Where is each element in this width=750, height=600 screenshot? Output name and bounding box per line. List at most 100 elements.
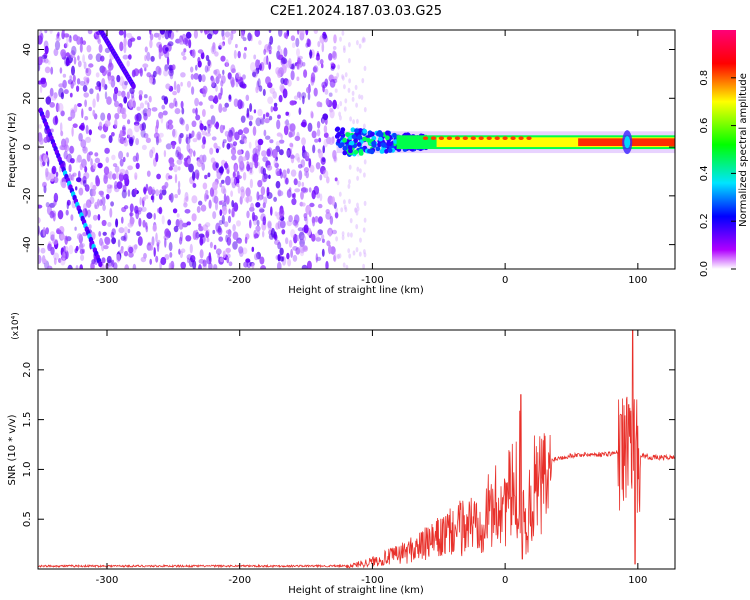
noise-speckle (204, 222, 211, 228)
noise-speckle (279, 208, 285, 218)
noise-speckle (334, 177, 338, 182)
carrier-cluster (350, 127, 356, 133)
noise-speckle (273, 158, 278, 168)
fade-speckle (356, 202, 359, 208)
noise-speckle (110, 231, 115, 239)
noise-speckle (329, 109, 335, 119)
noise-speckle (297, 156, 301, 163)
noise-speckle (100, 112, 106, 121)
noise-speckle (42, 226, 46, 237)
noise-speckle (217, 253, 221, 259)
fade-speckle (342, 262, 346, 268)
noise-speckle (305, 42, 309, 48)
noise-speckle (145, 183, 149, 192)
noise-speckle (319, 193, 323, 202)
noise-speckle (152, 70, 157, 78)
noise-speckle (240, 31, 245, 39)
noise-speckle (149, 30, 152, 35)
noise-speckle (332, 78, 338, 84)
noise-speckle (104, 237, 111, 245)
noise-speckle (298, 107, 302, 115)
carrier-spot (494, 136, 500, 140)
noise-speckle (112, 163, 118, 168)
noise-speckle (237, 50, 241, 59)
snr-y-label: SNR (10 * v/v) (7, 414, 18, 485)
noise-speckle (298, 92, 302, 101)
noise-speckle (57, 31, 60, 37)
noise-speckle (147, 186, 153, 196)
noise-speckle (55, 37, 61, 42)
noise-speckle (237, 185, 241, 194)
noise-speckle (84, 116, 89, 121)
noise-speckle (180, 119, 185, 126)
noise-speckle (262, 113, 266, 120)
noise-speckle (304, 171, 307, 176)
noise-speckle (198, 74, 203, 83)
noise-speckle (254, 30, 261, 38)
noise-speckle (76, 177, 82, 183)
fade-speckle (342, 45, 346, 51)
noise-speckle (294, 221, 299, 228)
noise-speckle (95, 53, 102, 62)
figure-title: C2E1.2024.187.03.03.G25 (270, 4, 442, 19)
noise-speckle (123, 37, 127, 47)
noise-speckle (159, 189, 163, 195)
noise-speckle (134, 172, 138, 180)
noise-speckle (192, 138, 198, 143)
fade-speckle (361, 78, 365, 84)
noise-speckle (122, 54, 129, 60)
fade-speckle (363, 107, 367, 113)
noise-speckle (299, 243, 305, 254)
noise-speckle (111, 228, 116, 236)
noise-speckle (137, 69, 143, 74)
noise-speckle (196, 131, 202, 141)
noise-speckle (296, 48, 300, 57)
noise-speckle (49, 102, 55, 108)
noise-speckle (114, 165, 120, 173)
noise-speckle (230, 190, 234, 197)
noise-speckle (158, 193, 163, 200)
noise-speckle (134, 187, 138, 195)
noise-speckle (213, 95, 218, 104)
noise-speckle (300, 159, 306, 168)
noise-speckle (218, 200, 223, 206)
noise-speckle (41, 54, 48, 60)
noise-speckle (138, 93, 143, 101)
spectrogram-frame (37, 29, 676, 270)
noise-speckle (94, 152, 99, 157)
noise-speckle (123, 44, 127, 54)
noise-speckle (320, 116, 326, 124)
noise-speckle (100, 55, 105, 62)
noise-speckle (127, 165, 133, 171)
noise-speckle (205, 231, 209, 237)
noise-speckle (163, 69, 169, 77)
noise-speckle (178, 219, 184, 230)
y-tick-label: 1.5 (22, 412, 33, 428)
noise-speckle (193, 73, 199, 80)
snr-panel: -300 -200 -100 0 100 0.5 1.0 1.5 2.0 (x10⁴) Hei… (7, 312, 676, 596)
noise-speckle (128, 252, 134, 258)
noise-speckle (259, 256, 265, 265)
noise-speckle (77, 55, 80, 61)
noise-speckle (161, 215, 165, 225)
x-tick-label: 0 (502, 575, 508, 586)
noise-speckle (288, 239, 293, 248)
carrier-cluster (385, 135, 390, 141)
colorbar-label: Normalized spectral amplitude (738, 73, 749, 227)
noise-speckle (76, 85, 80, 92)
noise-speckle (225, 175, 231, 186)
noise-speckle (251, 246, 255, 252)
noise-speckle (94, 201, 100, 210)
noise-speckle (150, 195, 154, 201)
colorbar-tick-label: 0.2 (699, 213, 710, 229)
noise-speckle (53, 176, 59, 184)
noise-speckle (85, 136, 92, 143)
noise-speckle (144, 54, 147, 62)
noise-speckle (47, 60, 51, 65)
noise-speckle (242, 74, 246, 80)
noise-speckle (294, 135, 301, 142)
noise-speckle (228, 261, 233, 267)
noise-speckle (74, 226, 77, 231)
noise-speckle (168, 68, 174, 77)
noise-speckle (98, 231, 102, 237)
